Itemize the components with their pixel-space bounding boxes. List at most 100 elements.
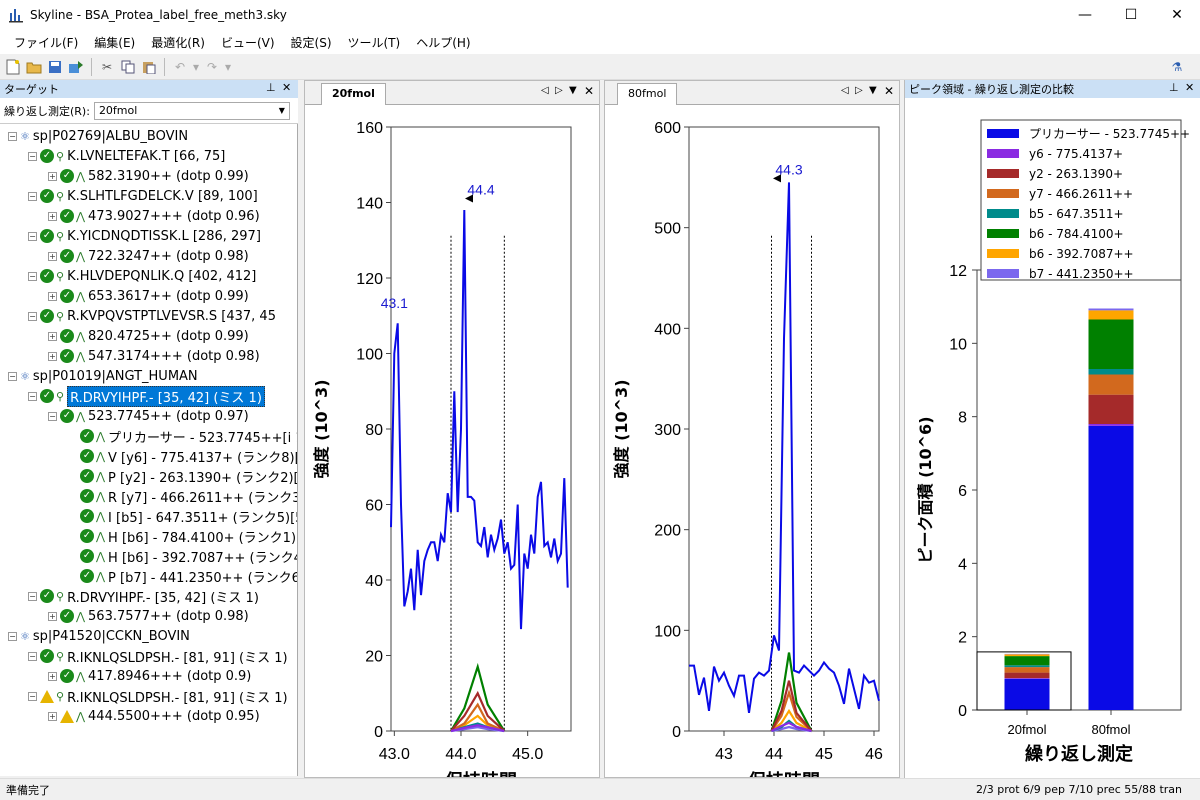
tree-protein-node[interactable]: − ⚛ sp|P41520|CCKN_BOVIN [8, 626, 190, 646]
menu-edit[interactable]: 編集(E) [94, 35, 136, 50]
y-tick-label: 2 [958, 630, 967, 647]
tree-node[interactable]: − ✓ ⚲ R.KVPQVSTPTLVEVSR.S [437, 45 [28, 306, 276, 326]
cut-icon[interactable]: ✂ [101, 59, 113, 74]
collapse-icon[interactable]: − [28, 191, 37, 201]
scroll-right-icon[interactable]: ▷ [555, 85, 563, 96]
tree-node[interactable]: − ✓ ⚲ R.IKNLQSLDPSH.- [81, 91] (ミス 1) [28, 646, 288, 666]
tree-node[interactable]: + ✓ ⋀ 820.4725++ (dotp 0.99) [48, 326, 249, 346]
close-panel-icon[interactable]: ✕ [1185, 81, 1195, 94]
peptide-settings-icon[interactable]: ⚗ [1171, 59, 1183, 74]
publish-icon[interactable] [67, 58, 85, 76]
tree-node[interactable]: ✓ ⋀ I [b5] - 647.3511+ (ランク5)[5] [68, 506, 297, 526]
tree-node[interactable]: + ✓ ⋀ 547.3174+++ (dotp 0.98) [48, 346, 260, 366]
collapse-icon[interactable]: − [28, 651, 37, 661]
tree-node[interactable]: − ✓ ⚲ K.LVNELTEFAK.T [66, 75] [28, 146, 225, 166]
collapse-icon[interactable]: − [28, 691, 37, 701]
dropdown-icon[interactable]: ▼ [869, 85, 877, 96]
collapse-icon[interactable]: − [8, 131, 17, 141]
tree-node[interactable]: ✓ ⋀ プリカーサー - 523.7745++[i 1] [68, 426, 297, 446]
collapse-icon[interactable]: − [28, 231, 37, 241]
menu-settings[interactable]: 設定(S) [290, 35, 332, 50]
target-tree[interactable]: − ⚛ sp|P02769|ALBU_BOVIN − ✓ ⚲ K.LVNELTEFAK.T … [0, 124, 298, 776]
expand-icon[interactable]: + [48, 171, 57, 181]
paste-icon[interactable] [140, 58, 158, 76]
menu-view[interactable]: ビュー(V) [220, 35, 275, 50]
undo-icon[interactable]: ↶ [174, 59, 186, 74]
tab-80fmol[interactable]: 80fmol [617, 83, 678, 105]
collapse-icon[interactable]: − [48, 411, 57, 421]
tab-20fmol[interactable]: 20fmol [321, 83, 386, 105]
tree-protein-node[interactable]: − ⚛ sp|P01019|ANGT_HUMAN [8, 366, 198, 386]
collapse-icon[interactable]: − [28, 391, 37, 401]
tree-node[interactable]: − ✓ ⚲ K.HLVDEPQNLIK.Q [402, 412] [28, 266, 256, 286]
expand-icon[interactable]: + [48, 671, 57, 681]
tree-node[interactable]: ✓ ⋀ H [b6] - 784.4100+ (ランク1)[1 [68, 526, 297, 546]
tree-node[interactable]: + ✓ ⋀ 563.7577++ (dotp 0.98) [48, 606, 249, 626]
collapse-icon[interactable]: − [28, 151, 37, 161]
redo-icon[interactable]: ↷ [206, 59, 218, 74]
close-tab-icon[interactable]: ✕ [884, 84, 895, 98]
undo-dropdown-icon[interactable]: ▾ [192, 59, 200, 74]
minimize-button[interactable]: — [1078, 7, 1092, 23]
peptide-icon: ⚲ [56, 309, 65, 323]
new-document-icon[interactable] [4, 58, 22, 76]
dropdown-icon[interactable]: ▼ [569, 85, 577, 96]
collapse-icon[interactable]: − [8, 371, 17, 381]
pin-icon[interactable]: ⊥ [266, 81, 276, 94]
maximize-button[interactable]: ☐ [1124, 7, 1138, 23]
collapse-icon[interactable]: − [28, 271, 37, 281]
legend-swatch [987, 189, 1019, 198]
peak-area-chart[interactable]: 0 2 4 6 8 10 12 20fmol 80fmol 繰り返し測定 ピーク面積 (10^6) プ… [905, 98, 1200, 778]
menu-tools[interactable]: ツール(T) [347, 35, 401, 50]
tree-node[interactable]: ✓ ⋀ R [y7] - 466.2611++ (ランク3)[ [68, 486, 297, 506]
replicate-dropdown[interactable]: 20fmol ▼ [93, 101, 290, 120]
close-tab-icon[interactable]: ✕ [584, 84, 595, 98]
scroll-right-icon[interactable]: ▷ [855, 85, 863, 96]
tree-node[interactable]: + ✓ ⋀ 473.9027+++ (dotp 0.96) [48, 206, 260, 226]
expand-icon[interactable]: + [48, 611, 57, 621]
scroll-left-icon[interactable]: ◁ [841, 85, 849, 96]
collapse-icon[interactable]: − [28, 591, 37, 601]
tree-node[interactable]: − ✓ ⚲ R.DRVYIHPF.- [35, 42] (ミス 1) [28, 385, 265, 407]
redo-dropdown-icon[interactable]: ▾ [224, 59, 232, 74]
expand-icon[interactable]: + [48, 331, 57, 341]
expand-icon[interactable]: + [48, 211, 57, 221]
scroll-left-icon[interactable]: ◁ [541, 85, 549, 96]
window-title: Skyline - BSA_Protea_label_free_meth3.sk… [30, 8, 287, 22]
tree-node[interactable]: + ✓ ⋀ 722.3247++ (dotp 0.98) [48, 246, 249, 266]
tree-node[interactable]: − ✓ ⋀ 523.7745++ (dotp 0.97) [48, 406, 249, 426]
close-panel-icon[interactable]: ✕ [282, 81, 292, 94]
open-folder-icon[interactable] [25, 58, 43, 76]
collapse-icon[interactable]: − [28, 311, 37, 321]
collapse-icon[interactable]: − [8, 631, 17, 641]
expand-icon[interactable]: + [48, 291, 57, 301]
tree-node[interactable]: − ⚲ R.IKNLQSLDPSH.- [81, 91] (ミス 1) [28, 686, 288, 706]
expand-icon[interactable]: + [48, 251, 57, 261]
x-tick-label: 43 [715, 746, 733, 763]
tree-node[interactable]: ✓ ⋀ V [y6] - 775.4137+ (ランク8)[7 [68, 446, 297, 466]
peak-icon: ⋀ [76, 169, 86, 183]
copy-icon[interactable] [119, 58, 137, 76]
chromatogram-chart-80fmol[interactable]: 0 100 200 300 400 500 600 43 44 45 46 保持時間 強度 (10^3)… [605, 105, 899, 792]
save-icon[interactable] [46, 58, 64, 76]
tree-node[interactable]: ✓ ⋀ P [y2] - 263.1390+ (ランク2)[2 [68, 466, 297, 486]
chromatogram-chart-20fmol[interactable]: 0 20 40 60 80 100 120 140 160 43.0 44.0 45.0 保持時間 強度 … [305, 105, 599, 792]
menu-file[interactable]: ファイル(F) [14, 35, 79, 50]
tree-node[interactable]: − ✓ ⚲ K.SLHTLFGDELCK.V [89, 100] [28, 186, 258, 206]
tree-protein-node[interactable]: − ⚛ sp|P02769|ALBU_BOVIN [8, 126, 188, 146]
tree-node[interactable]: + ✓ ⋀ 417.8946+++ (dotp 0.9) [48, 666, 251, 686]
tree-node[interactable]: − ✓ ⚲ K.YICDNQDTISSK.L [286, 297] [28, 226, 261, 246]
pin-icon[interactable]: ⊥ [1169, 81, 1179, 94]
tree-node[interactable]: − ✓ ⚲ R.DRVYIHPF.- [35, 42] (ミス 1) [28, 586, 259, 606]
tree-node[interactable]: ✓ ⋀ P [b7] - 441.2350++ (ランク6)[ [68, 566, 297, 586]
tree-node[interactable]: + ✓ ⋀ 653.3617++ (dotp 0.99) [48, 286, 249, 306]
menu-refine[interactable]: 最適化(R) [151, 35, 205, 50]
tree-node[interactable]: + ⋀ 444.5500+++ (dotp 0.95) [48, 706, 260, 726]
tree-node[interactable]: + ✓ ⋀ 582.3190++ (dotp 0.99) [48, 166, 249, 186]
close-window-button[interactable]: ✕ [1171, 7, 1183, 23]
expand-icon[interactable]: + [48, 351, 57, 361]
expand-icon[interactable]: + [48, 711, 57, 721]
tree-node[interactable]: ✓ ⋀ H [b6] - 392.7087++ (ランク4) [68, 546, 297, 566]
menu-help[interactable]: ヘルプ(H) [416, 35, 471, 50]
tree-node-label: R.DRVYIHPF.- [35, 42] (ミス 1) [67, 385, 265, 407]
